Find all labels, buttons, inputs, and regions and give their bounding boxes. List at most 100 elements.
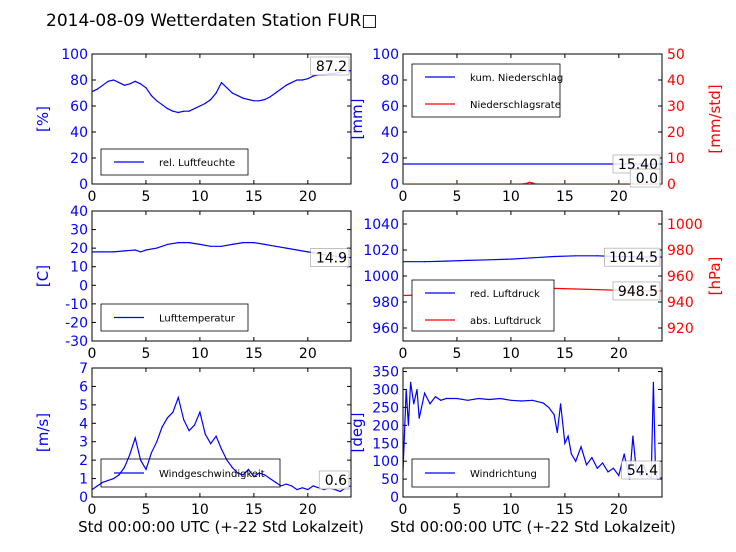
chart-panel-3: 0 5 10 15 20 -30 -20 -10 0 10 20 30 40 [C] Lufttempera… (34, 204, 352, 362)
data-point (231, 466, 233, 469)
data-point (602, 462, 604, 464)
data-point (403, 294, 404, 297)
last-value-box (310, 248, 350, 267)
y-tick-label: 0 (79, 177, 88, 193)
data-point (403, 183, 404, 184)
y-axis-label: [mm] (348, 99, 366, 140)
legend: red. Luftdruck abs. Luftdruck (411, 279, 555, 332)
y-tick-label: 980 (372, 295, 399, 311)
y-tick-label: -20 (65, 315, 88, 331)
data-point (92, 91, 93, 93)
y2-tick-label: 10 (667, 151, 685, 167)
data-point (403, 471, 404, 473)
y-tick-label: 0 (79, 490, 88, 506)
x-tick-label: 5 (452, 502, 461, 518)
last-value: 14.9 (316, 251, 347, 267)
data-point (177, 396, 179, 399)
y-axis-label: [deg] (348, 413, 366, 453)
data-point (264, 98, 266, 101)
data-point (403, 163, 404, 165)
y2-tick-label: 30 (667, 99, 685, 115)
x-tick-label: 15 (245, 189, 263, 205)
y-tick-label: 40 (70, 125, 88, 141)
data-point (166, 108, 169, 110)
data-point (535, 183, 537, 184)
data-point (129, 83, 131, 85)
data-point (467, 259, 469, 261)
data-point (661, 163, 662, 165)
data-point (274, 92, 277, 94)
data-point (413, 403, 415, 405)
x-tick-label: 20 (610, 502, 628, 518)
x-tick-label: 10 (191, 502, 209, 518)
x-tick-label: 20 (299, 189, 317, 205)
y-tick-label: 50 (381, 472, 399, 488)
data-point (220, 82, 223, 84)
data-point (312, 485, 314, 487)
chart-panel-6: 0 5 10 15 20050100150200250300350[deg]Windri… (348, 365, 663, 518)
data-point (107, 479, 109, 481)
y2-axis-label: [mm/std] (706, 84, 724, 153)
y-tick-label: 1 (79, 472, 88, 488)
legend: kum. Niederschlag Niederschlagsrate (411, 63, 563, 118)
y-tick-label: 300 (372, 383, 399, 399)
data-point (531, 399, 534, 401)
y2-tick-label: 940 (667, 295, 694, 311)
legend-box (100, 458, 281, 488)
legend-label: Windgeschwindigkeit (159, 469, 265, 480)
y-tick-label: 1000 (363, 269, 399, 285)
y-axis-label: [C] (34, 265, 52, 287)
x-tick-label: 20 (610, 346, 628, 362)
data-point (661, 476, 662, 479)
y-tick-label: 20 (70, 151, 88, 167)
data-point (199, 243, 201, 245)
y2-tick-label: 0 (667, 177, 676, 193)
data-point (560, 403, 562, 405)
last-value: 0.6 (325, 473, 347, 489)
data-point (521, 183, 523, 184)
data-point (102, 251, 104, 253)
data-point (434, 396, 436, 398)
y2-axis-label: [hPa] (706, 257, 724, 296)
y-tick-label: 0 (390, 490, 399, 506)
data-point (445, 397, 447, 400)
last-value-2: 0.0 (636, 171, 658, 187)
chart-panel-2: 0 5 10 15 20 0 20 40 60 80 100 0 10 20 30 40 50 [mm] [mm/s… (348, 47, 724, 205)
data-point (237, 472, 239, 474)
data-point (416, 388, 418, 391)
y2-tick-label: 960 (667, 269, 694, 285)
data-point (161, 104, 163, 106)
y-tick-label: 30 (70, 223, 88, 239)
data-point (237, 95, 239, 97)
data-point (210, 443, 212, 445)
data-point (499, 397, 501, 400)
data-point (172, 110, 174, 112)
y-tick-label: 100 (372, 47, 399, 63)
data-point (591, 457, 593, 459)
x-tick-label: 0 (88, 346, 97, 362)
legend-label: red. Luftdruck (470, 289, 540, 300)
data-point (661, 290, 662, 292)
data-point (145, 468, 147, 470)
data-point (301, 79, 303, 81)
data-point (242, 97, 244, 99)
data-point (285, 483, 287, 485)
data-point (607, 471, 609, 473)
data-point (424, 392, 426, 394)
data-point (145, 87, 147, 89)
data-point (661, 256, 662, 258)
figure-title: 2014-08-09 Wetterdaten Station FUR□ (46, 11, 377, 31)
series-line-1 (92, 242, 351, 259)
data-point (407, 424, 409, 426)
data-point (92, 489, 93, 491)
data-point (193, 424, 196, 426)
x-tick-label: 20 (610, 189, 628, 205)
data-point (123, 84, 125, 86)
data-point (553, 414, 555, 416)
data-point (156, 247, 158, 249)
data-point (183, 419, 185, 421)
data-point (467, 399, 469, 401)
last-value: 54.4 (627, 463, 658, 479)
data-point (596, 289, 598, 291)
